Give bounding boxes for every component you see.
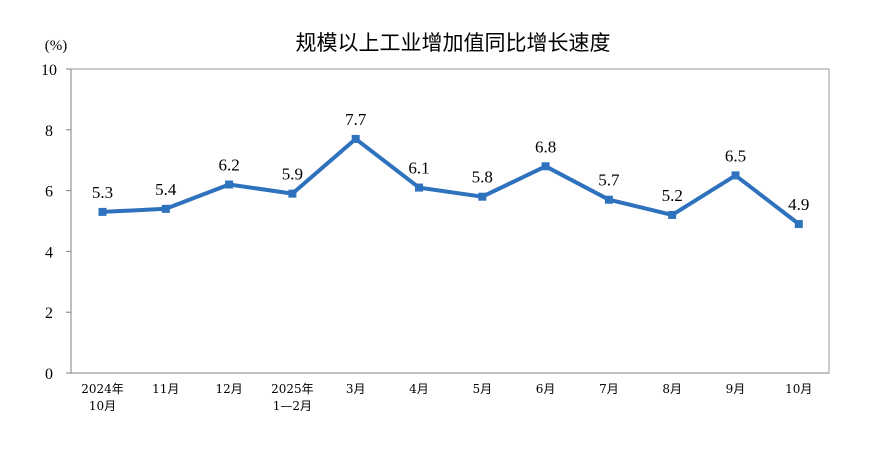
data-label: 4.9 — [788, 195, 809, 214]
data-point — [794, 220, 803, 229]
data-label: 5.8 — [472, 168, 493, 187]
data-point — [288, 189, 297, 198]
data-point — [351, 134, 360, 143]
x-tick-label: 12月 — [215, 382, 242, 396]
data-point — [415, 183, 423, 192]
data-label: 7.7 — [345, 110, 367, 129]
data-labels: 5.3 5.4 6.2 5.9 7.7 6.1 5.8 6.8 5.7 5.2 6.5 4.9 — [92, 110, 810, 214]
y-tick-label: 0 — [45, 366, 53, 383]
y-tick-label: 8 — [45, 123, 53, 140]
x-tick-label: 5月 — [472, 382, 492, 396]
x-tick-label: 4月 — [409, 382, 429, 396]
plot-frame — [70, 68, 830, 374]
y-tick-label: 6 — [45, 184, 53, 201]
data-label: 5.7 — [598, 171, 620, 190]
x-tick-label: 10月 — [785, 382, 812, 396]
x-tick-label: 2024年 10月 — [81, 382, 124, 413]
data-label: 6.8 — [535, 137, 556, 156]
x-tick-label: 11月 — [152, 382, 179, 396]
data-point — [478, 192, 487, 201]
data-label: 6.1 — [408, 159, 429, 178]
data-point — [98, 207, 107, 216]
x-axis-ticks: 2024年 10月 11月 12月 2025年 1—2月 3月 4月 5月 6月 7月 8月 9月 10月 — [81, 382, 812, 413]
y-unit-label: (%) — [45, 38, 68, 54]
data-label: 6.2 — [218, 156, 239, 175]
x-tick-label: 2025年 1—2月 — [271, 382, 314, 413]
data-label: 5.9 — [282, 165, 303, 184]
data-label: 5.2 — [662, 186, 683, 205]
data-point — [161, 204, 170, 213]
data-point — [731, 171, 740, 180]
y-tick-label: 10 — [41, 62, 57, 79]
data-label: 6.5 — [725, 146, 746, 165]
x-tick-label: 3月 — [346, 382, 366, 396]
x-tick-label: 7月 — [599, 382, 619, 396]
x-tick-label: 6月 — [536, 382, 556, 396]
series-markers — [98, 134, 803, 229]
y-tick-label: 2 — [45, 305, 53, 322]
series-line — [100, 136, 801, 226]
data-point — [225, 180, 234, 189]
chart-title: 规模以上工业增加值同比增长速度 — [296, 31, 611, 55]
data-point — [541, 162, 550, 171]
y-tick-label: 4 — [45, 244, 53, 261]
data-label: 5.4 — [155, 180, 177, 199]
data-point — [668, 210, 677, 219]
x-tick-label: 8月 — [662, 382, 682, 396]
data-point — [604, 195, 613, 204]
data-label: 5.3 — [92, 183, 113, 202]
y-axis-ticks: 0 2 4 6 8 10 — [41, 62, 71, 383]
x-tick-label: 9月 — [726, 382, 746, 396]
